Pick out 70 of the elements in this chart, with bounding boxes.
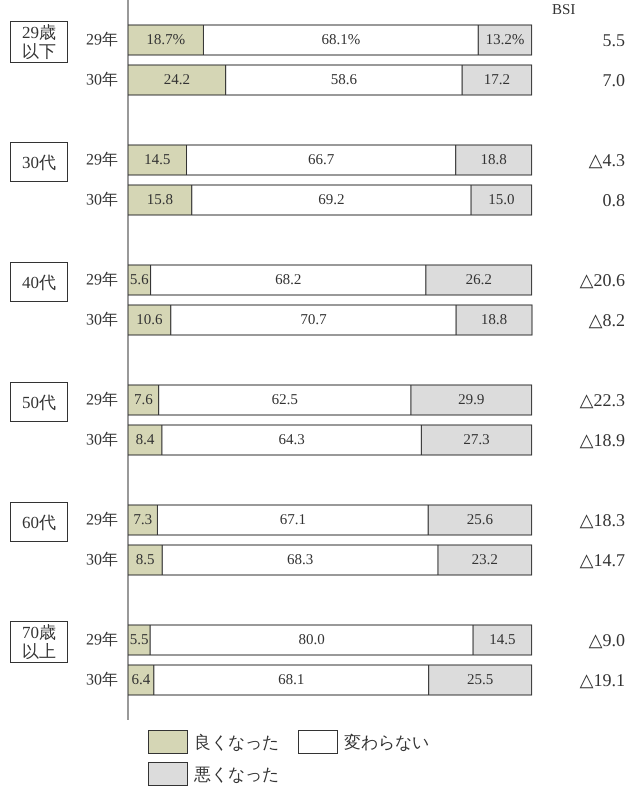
data-label: 10.6: [136, 312, 164, 328]
text: 7.0: [602, 69, 625, 91]
legend-label: 良くなった: [194, 732, 279, 754]
data-label: 66.7: [308, 152, 335, 168]
data-label: 18.8: [480, 312, 508, 328]
data-label: 8.4: [136, 432, 155, 448]
text: 30代: [10, 142, 68, 182]
data-label: 68.1: [278, 672, 304, 688]
text: 0.8: [602, 189, 625, 211]
text: △18.9: [580, 429, 625, 451]
text: △4.3: [588, 149, 625, 171]
data-label: 68.2: [275, 272, 302, 288]
text: △8.2: [588, 309, 625, 331]
data-label: 58.6: [330, 72, 358, 88]
y-tick-label: 30年: [86, 432, 118, 448]
text: BSI: [552, 2, 576, 19]
data-label: 24.2: [164, 72, 190, 88]
data-label: 26.2: [466, 272, 492, 288]
data-label: 27.3: [463, 432, 490, 448]
y-tick-label: 29年: [86, 632, 118, 648]
data-label: 5.5: [130, 632, 148, 648]
text: 5.5: [602, 29, 625, 51]
y-tick-label: 29年: [86, 152, 118, 168]
y-tick-label: 29年: [86, 32, 118, 48]
text: 60代: [10, 502, 68, 542]
data-label: 69.2: [318, 192, 345, 208]
data-label: 67.1: [280, 512, 306, 528]
data-label: 8.5: [136, 552, 155, 568]
data-label: 62.5: [272, 392, 298, 408]
data-label: 64.3: [278, 432, 305, 448]
text: 29歳以下: [10, 21, 68, 63]
text: △9.0: [588, 629, 625, 651]
y-tick-label: 30年: [86, 552, 118, 568]
y-tick-label: 29年: [86, 392, 118, 408]
text: 50代: [10, 382, 68, 422]
data-label: 14.5: [489, 632, 516, 648]
data-label: 15.0: [488, 192, 514, 208]
data-label: 68.3: [287, 552, 314, 568]
data-label: 70.7: [300, 312, 328, 328]
y-tick-label: 30年: [86, 312, 118, 328]
data-label: 23.2: [472, 552, 498, 568]
text: 70歳以上: [10, 621, 68, 663]
y-tick-label: 30年: [86, 192, 118, 208]
data-label: 18.8: [480, 152, 507, 168]
y-tick-label: 30年: [86, 72, 118, 88]
y-tick-label: 30年: [86, 672, 118, 688]
data-label: 5.6: [130, 272, 150, 288]
data-label: 18.7%: [146, 32, 186, 48]
data-label: 7.3: [133, 512, 152, 528]
y-tick-label: 29年: [86, 272, 118, 288]
text: 40代: [10, 262, 68, 302]
text: △20.6: [580, 269, 625, 291]
text: △18.3: [580, 509, 625, 531]
data-label: 29.9: [458, 392, 484, 408]
text: △22.3: [580, 389, 625, 411]
data-label: 15.8: [146, 192, 174, 208]
data-label: 25.5: [467, 672, 494, 688]
text: △14.7: [580, 549, 625, 571]
data-label: 14.5: [144, 152, 170, 168]
data-label: 7.6: [134, 392, 154, 408]
text: △19.1: [580, 669, 625, 691]
data-label: 6.4: [132, 672, 151, 688]
data-label: 17.2: [484, 72, 510, 88]
y-tick-label: 29年: [86, 512, 118, 528]
data-label: 68.1%: [322, 32, 360, 48]
data-label: 80.0: [298, 632, 325, 648]
data-label: 13.2%: [486, 32, 524, 48]
data-label: 25.6: [466, 512, 494, 528]
legend-label: 悪くなった: [194, 764, 279, 786]
legend-label: 変わらない: [344, 732, 429, 754]
